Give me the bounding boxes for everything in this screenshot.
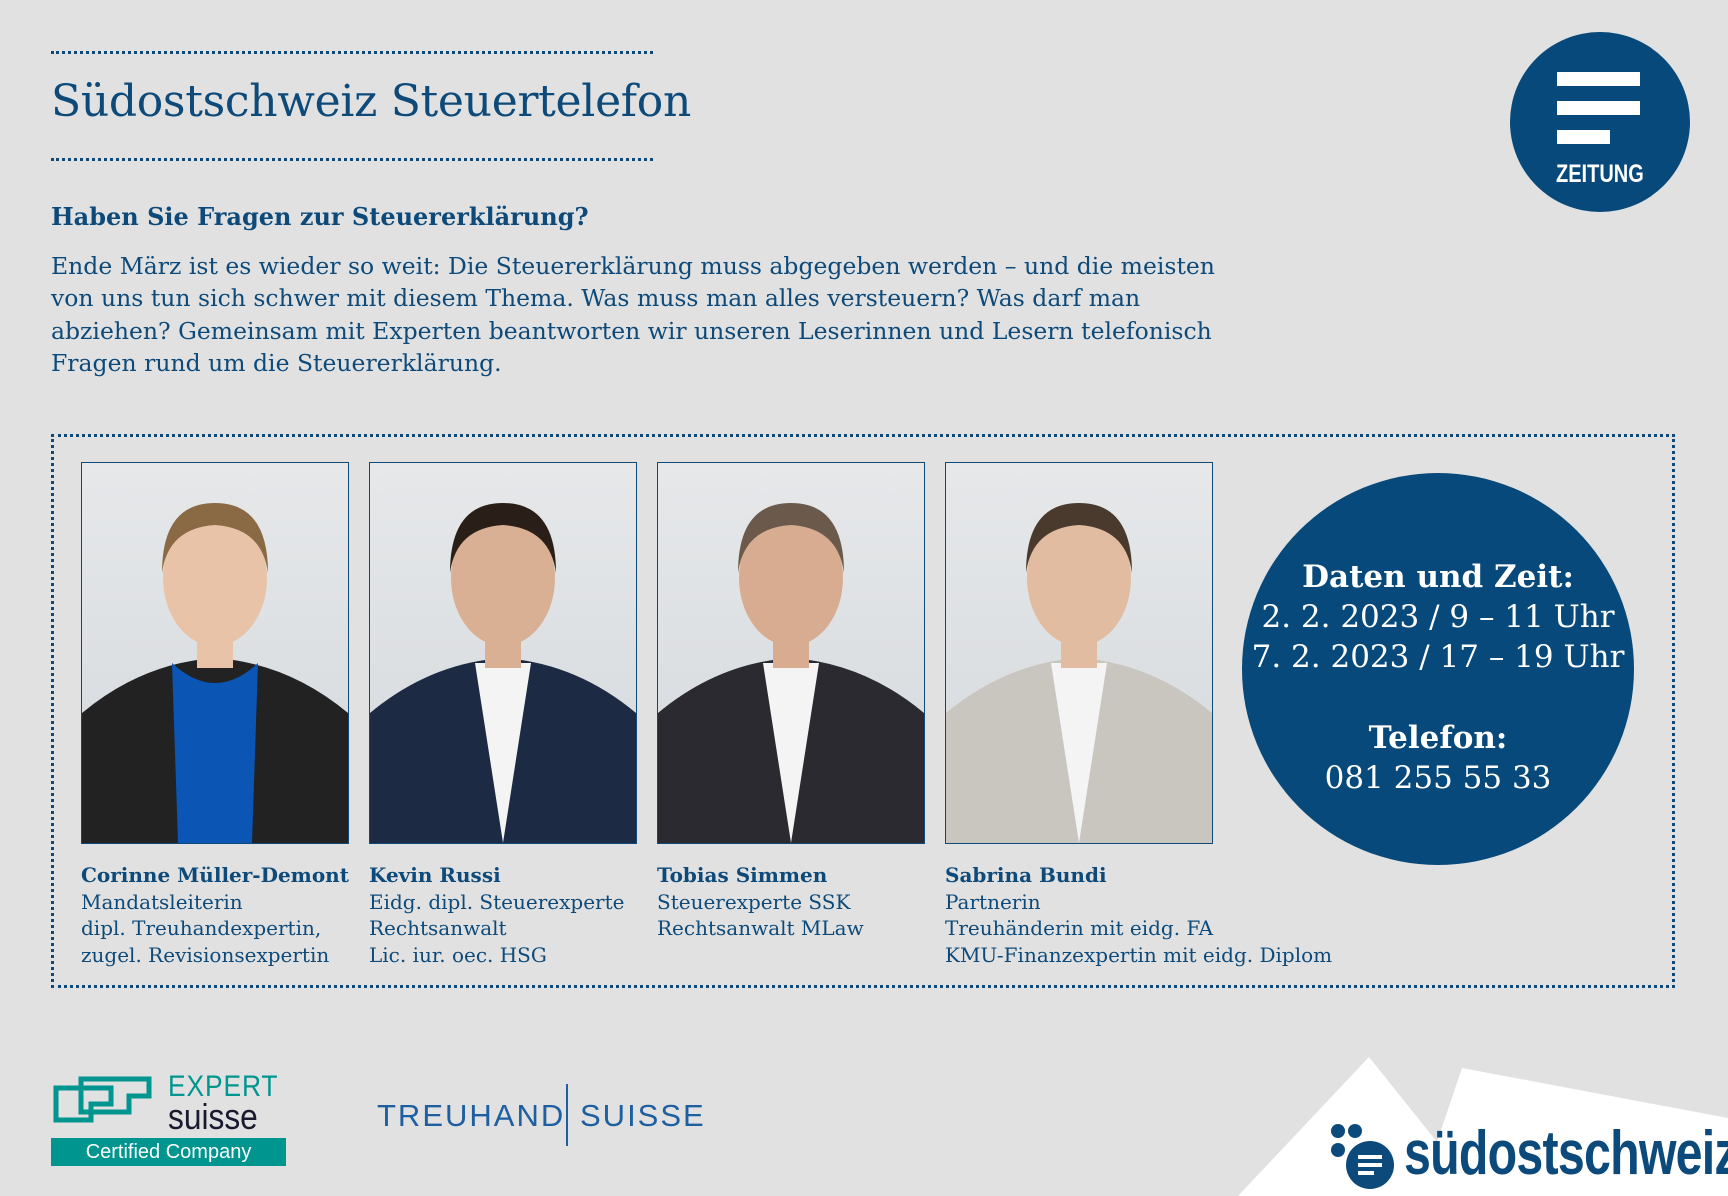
expert-name: Tobias Simmen [657, 863, 828, 887]
page-title: Südostschweiz Steuertelefon [51, 76, 692, 127]
expert-role: Rechtsanwalt MLaw [657, 916, 864, 940]
expert-photo [657, 462, 925, 844]
date-1: 2. 2. 2023 / 9 – 11 Uhr [1261, 599, 1615, 635]
dates-label: Daten und Zeit: [1302, 559, 1574, 595]
expert-role: Mandatsleiterin [81, 889, 243, 914]
expert-name: Sabrina Bundi [945, 863, 1107, 887]
expert-name: Corinne Müller-Demont [81, 863, 349, 887]
expert-photo [369, 462, 637, 844]
expert-caption: Kevin Russi Eidg. dipl. Steuerexperte Rech… [369, 862, 624, 968]
expert-role: Eidg. dipl. Steuerexperte [369, 889, 625, 914]
intro-text: Ende März ist es wieder so weit: Die Ste… [51, 252, 1215, 377]
phone-label: Telefon: [1368, 720, 1508, 756]
expert-caption: Corinne Müller-Demont Mandatsleiterin dipl… [81, 862, 349, 968]
phone-number: 081 255 55 33 [1324, 760, 1552, 796]
zeitung-label: ZEITUNG [1556, 160, 1644, 188]
suedostschweiz-logo-icon [1331, 1124, 1394, 1189]
expertsuisse-text: EXPERT [168, 1070, 279, 1103]
experts-box [51, 434, 1675, 988]
expert-role: Treuhänderin mit eidg. FA [945, 916, 1214, 940]
expert-role: Steuerexperte SSK [657, 889, 851, 914]
suedostschweiz-wordmark: südostschweiz [1404, 1119, 1728, 1188]
expert-photo [81, 462, 349, 844]
expert-role: Rechtsanwalt [369, 916, 507, 940]
certified-company-label: Certified Company [51, 1138, 286, 1166]
info-circle: Daten und Zeit: 2. 2. 2023 / 9 – 11 Uhr … [1242, 473, 1634, 865]
treuhand-text: TREUHAND [377, 1098, 566, 1133]
expert-role: Lic. iur. oec. HSG [369, 942, 547, 967]
expert-role: KMU-Finanzexpertin mit eidg. Diplom [945, 942, 1333, 967]
treuhand-divider [566, 1084, 568, 1146]
expert-caption: Sabrina Bundi Partnerin Treuhänderin mit e… [945, 862, 1332, 968]
divider-top [51, 51, 653, 54]
date-2: 7. 2. 2023 / 17 – 19 Uhr [1251, 639, 1625, 675]
expert-name: Kevin Russi [369, 863, 501, 887]
expert-photo [945, 462, 1213, 844]
subheading: Haben Sie Fragen zur Steuererklärung? [51, 202, 589, 231]
expert-role: dipl. Treuhandexpertin, [81, 916, 322, 940]
treuhand-suisse-text: SUISSE [580, 1098, 706, 1133]
expertsuisse-text-2: suisse [168, 1096, 258, 1137]
expertsuisse-logo-icon [53, 1076, 152, 1123]
expert-role: zugel. Revisionsexpertin [81, 942, 330, 967]
expert-caption: Tobias Simmen Steuerexperte SSK Rechtsanwa… [657, 862, 864, 942]
divider-bottom [51, 158, 653, 161]
zeitung-badge: ZEITUNG [1510, 32, 1690, 212]
expert-role: Partnerin [945, 889, 1041, 914]
